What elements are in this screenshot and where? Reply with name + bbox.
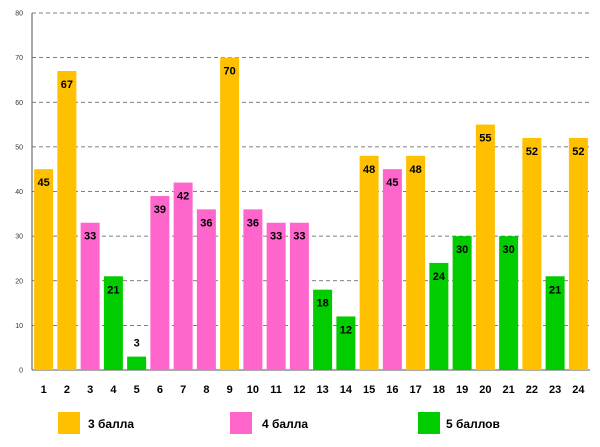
legend: 3 балла 4 балла 5 баллов — [58, 412, 500, 434]
axes — [31, 13, 590, 371]
data-label-11: 33 — [270, 231, 282, 243]
y-tick-80: 80 — [15, 11, 23, 18]
bar-20 — [475, 124, 495, 370]
bar-12 — [289, 222, 309, 370]
data-label-21: 30 — [503, 244, 515, 256]
y-tick-10: 10 — [15, 323, 23, 330]
data-labels: 45 67 33 21 3 39 42 36 70 36 33 33 18 12 48 45 48 24 30 55 3… — [38, 66, 585, 350]
x-tick-7: 7 — [180, 384, 186, 396]
y-tick-20: 20 — [15, 278, 23, 285]
x-tick-3: 3 — [87, 384, 93, 396]
data-label-14: 12 — [340, 324, 352, 336]
x-tick-8: 8 — [203, 384, 209, 396]
data-label-5: 3 — [134, 338, 140, 350]
bar-19 — [452, 236, 472, 370]
legend-swatch-5 — [418, 412, 440, 434]
x-tick-20: 20 — [479, 384, 491, 396]
x-tick-11: 11 — [270, 384, 282, 396]
data-label-3: 33 — [84, 231, 96, 243]
bar-24 — [568, 137, 588, 370]
data-label-1: 45 — [38, 177, 50, 189]
bar-4 — [103, 276, 123, 370]
x-tick-17: 17 — [410, 384, 422, 396]
data-label-9: 70 — [224, 66, 236, 78]
x-tick-9: 9 — [227, 384, 233, 396]
y-tick-0: 0 — [19, 368, 23, 375]
data-label-2: 67 — [61, 79, 73, 91]
x-tick-15: 15 — [363, 384, 375, 396]
data-label-19: 30 — [456, 244, 468, 256]
x-tick-1: 1 — [41, 384, 47, 396]
data-label-4: 21 — [107, 284, 119, 296]
bar-22 — [522, 137, 542, 370]
bar-9 — [220, 57, 240, 370]
x-tick-2: 2 — [64, 384, 70, 396]
data-label-22: 52 — [526, 146, 538, 158]
y-tick-30: 30 — [15, 234, 23, 241]
bar-3 — [80, 222, 100, 370]
x-tick-13: 13 — [317, 384, 329, 396]
y-tick-40: 40 — [15, 189, 23, 196]
x-tick-18: 18 — [433, 384, 445, 396]
x-tick-12: 12 — [293, 384, 305, 396]
bars — [34, 57, 588, 370]
x-tick-5: 5 — [134, 384, 140, 396]
data-label-6: 39 — [154, 204, 166, 216]
data-label-20: 55 — [479, 133, 491, 145]
bar-23 — [545, 276, 565, 370]
bar-8 — [196, 209, 216, 370]
data-label-8: 36 — [200, 217, 212, 229]
y-tick-50: 50 — [15, 144, 23, 151]
x-tick-4: 4 — [110, 384, 117, 396]
data-label-23: 21 — [549, 284, 561, 296]
bar-6 — [150, 195, 170, 370]
x-tick-labels: 1 2 3 4 5 6 7 8 9 10 11 12 13 14 15 16 17 18 19 20 21 22 23 24 — [41, 384, 586, 396]
bar-21 — [499, 236, 519, 370]
bar-18 — [429, 262, 449, 370]
data-label-18: 24 — [433, 271, 446, 283]
x-tick-19: 19 — [456, 384, 468, 396]
legend-label-5: 5 баллов — [446, 417, 500, 431]
data-label-16: 45 — [386, 177, 398, 189]
bar-1 — [34, 169, 54, 370]
x-tick-10: 10 — [247, 384, 259, 396]
y-tick-60: 60 — [15, 100, 23, 107]
data-label-17: 48 — [410, 164, 422, 176]
bar-14 — [336, 316, 356, 370]
x-tick-6: 6 — [157, 384, 163, 396]
legend-swatch-4 — [230, 412, 252, 434]
data-label-13: 18 — [317, 298, 329, 310]
x-tick-23: 23 — [549, 384, 561, 396]
legend-label-4: 4 балла — [262, 417, 308, 431]
x-tick-21: 21 — [503, 384, 515, 396]
bar-7 — [173, 182, 193, 370]
x-tick-16: 16 — [386, 384, 398, 396]
x-tick-22: 22 — [526, 384, 538, 396]
data-label-7: 42 — [177, 191, 189, 203]
data-label-15: 48 — [363, 164, 375, 176]
bar-16 — [382, 169, 402, 370]
bar-5 — [127, 356, 147, 370]
data-label-10: 36 — [247, 217, 259, 229]
legend-swatch-3 — [58, 412, 80, 434]
x-tick-14: 14 — [340, 384, 353, 396]
bar-10 — [243, 209, 263, 370]
grid-lines — [32, 12, 590, 326]
legend-label-3: 3 балла — [88, 417, 134, 431]
bar-2 — [57, 71, 77, 370]
bar-15 — [359, 155, 379, 370]
bar-17 — [406, 155, 426, 370]
bar-13 — [313, 289, 333, 370]
x-tick-24: 24 — [572, 384, 585, 396]
data-label-12: 33 — [293, 231, 305, 243]
data-label-24: 52 — [572, 146, 584, 158]
bar-11 — [266, 222, 286, 370]
y-tick-70: 70 — [15, 55, 23, 62]
y-tick-labels: 0 10 20 30 40 50 60 70 80 — [15, 11, 23, 375]
